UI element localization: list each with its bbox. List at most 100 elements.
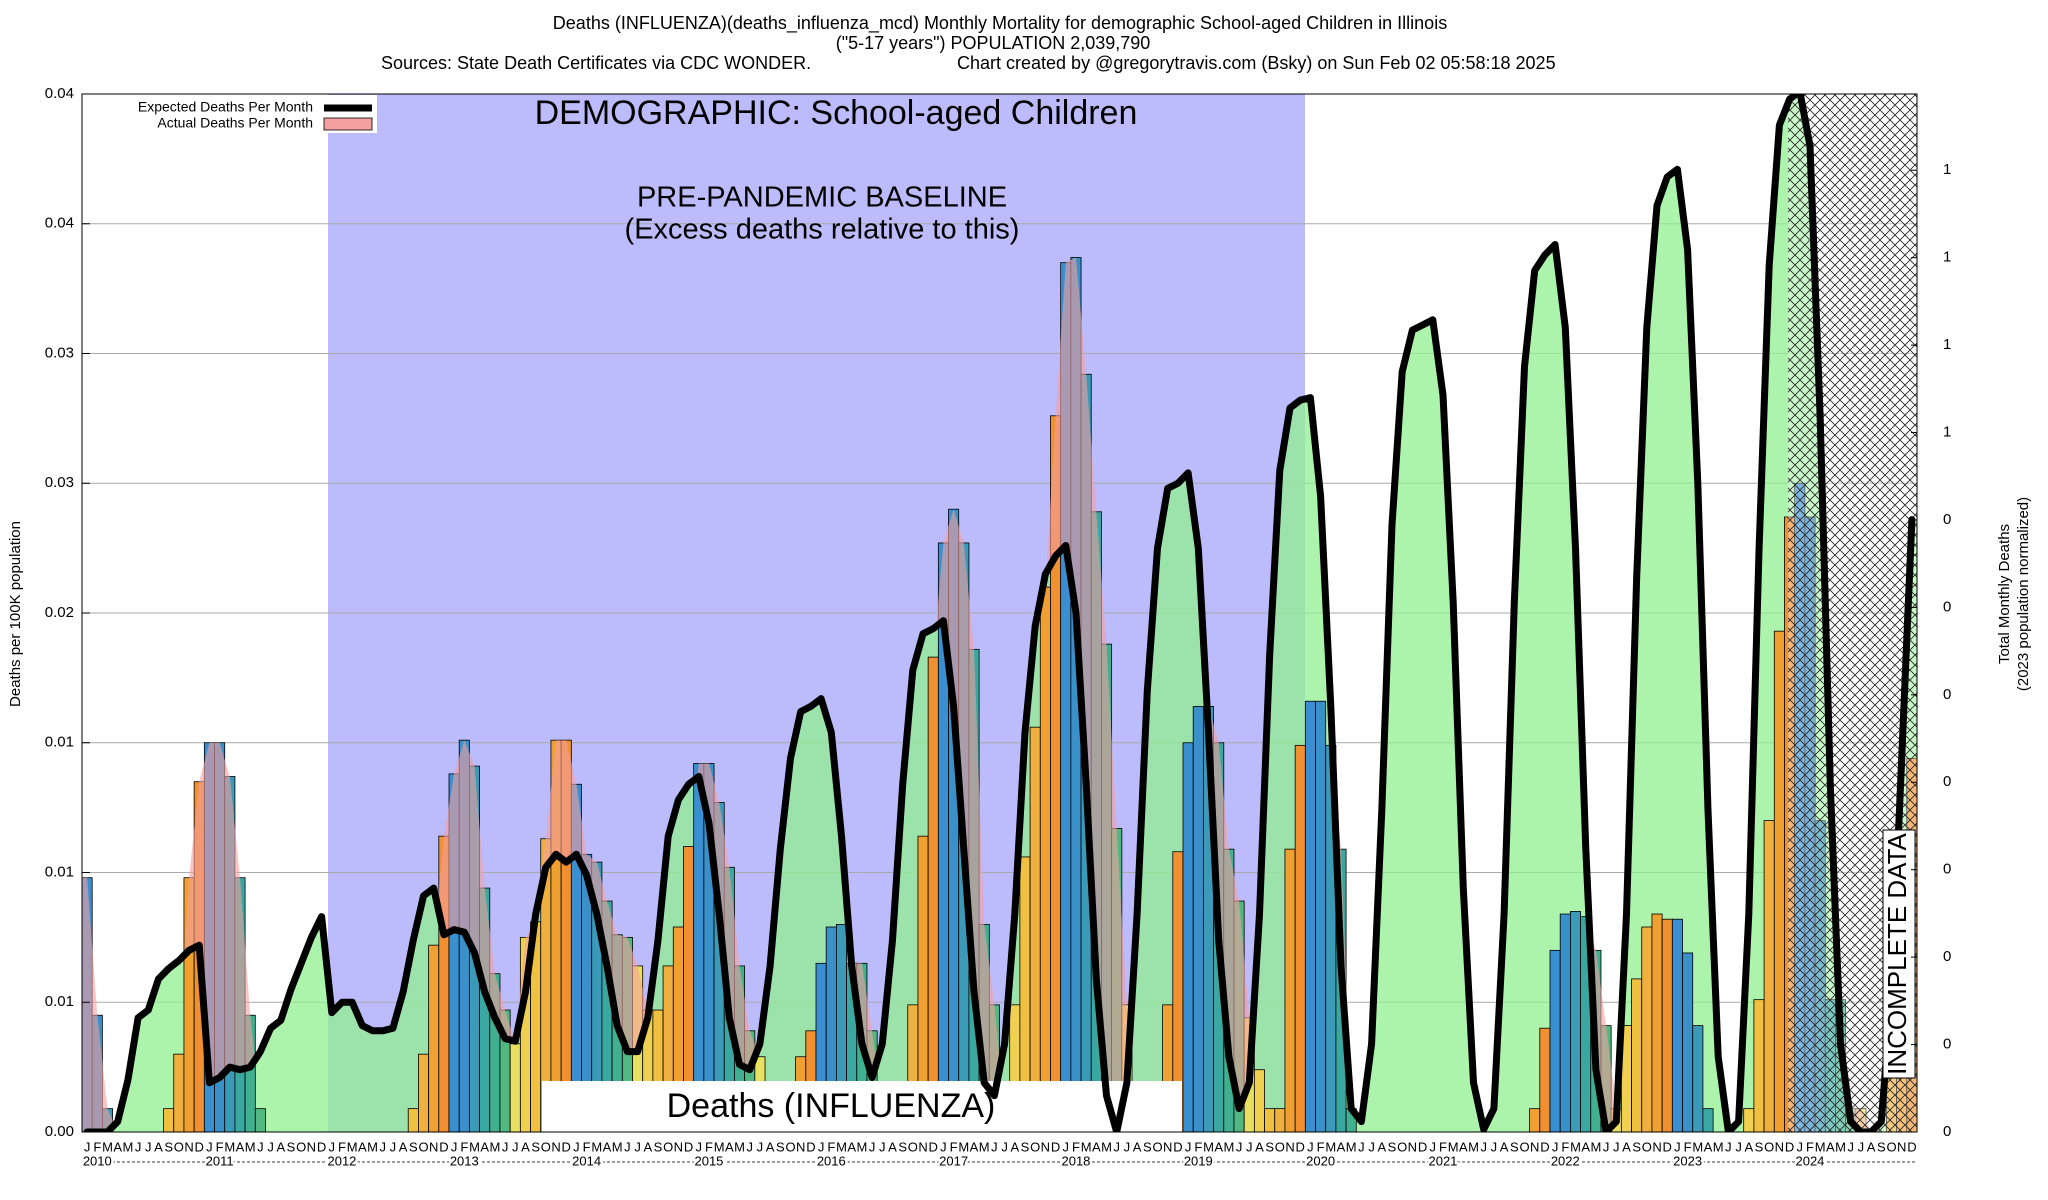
x-tick-label: D xyxy=(929,1139,938,1154)
bar xyxy=(1284,848,1296,1132)
axes-layer: DEMOGRAPHIC: School-aged Children PRE-PA… xyxy=(45,85,1952,1171)
x-tick-label: J xyxy=(145,1139,152,1154)
baseline-label: PRE-PANDEMIC BASELINE xyxy=(637,182,1007,214)
x-tick-label: O xyxy=(785,1139,795,1154)
x-tick-label: M xyxy=(1692,1139,1703,1154)
x-tick-label: M xyxy=(489,1139,500,1154)
x-tick-label: J xyxy=(1725,1139,1732,1154)
x-tick-label: F xyxy=(1194,1139,1202,1154)
bar xyxy=(1029,726,1041,1132)
x-tick-label: J xyxy=(379,1139,386,1154)
bar xyxy=(1529,1108,1541,1132)
x-tick-label: J xyxy=(869,1139,876,1154)
y2-tick-label: 0 xyxy=(1943,861,1951,878)
bar xyxy=(1182,742,1194,1132)
bar xyxy=(1253,1069,1265,1132)
x-tick-label: O xyxy=(1764,1139,1774,1154)
x-tick-label: N xyxy=(918,1139,927,1154)
x-tick-label: J xyxy=(1358,1139,1365,1154)
year-label: 2010 xyxy=(83,1153,112,1168)
y2-axis-label: (2023 population normalized) xyxy=(2015,497,2032,691)
x-tick-label: A xyxy=(1459,1139,1468,1154)
x-tick-label: A xyxy=(847,1139,856,1154)
x-tick-label: M xyxy=(122,1139,133,1154)
x-tick-label: O xyxy=(908,1139,918,1154)
year-label: 2012 xyxy=(327,1153,356,1168)
x-tick-label: A xyxy=(113,1139,122,1154)
x-tick-label: M xyxy=(958,1139,969,1154)
legend-swatch xyxy=(323,117,373,131)
x-tick-label: F xyxy=(1317,1139,1325,1154)
area-layer xyxy=(82,94,1917,1132)
x-tick-label: D xyxy=(1663,1139,1672,1154)
year-label: 2021 xyxy=(1428,1153,1457,1168)
y-tick-label: 0.00 xyxy=(45,1123,74,1140)
year-label: 2017 xyxy=(939,1153,968,1168)
bar xyxy=(1641,926,1653,1132)
bar xyxy=(1569,911,1581,1132)
x-tick-label: M xyxy=(224,1139,235,1154)
year-label: 2013 xyxy=(450,1153,479,1168)
x-tick-label: A xyxy=(1744,1139,1753,1154)
expected-line xyxy=(83,94,1916,1132)
cause-label: Deaths (INFLUENZA) xyxy=(667,1087,996,1125)
source-note: Sources: State Death Certificates via CD… xyxy=(381,53,811,73)
x-tick-label: A xyxy=(725,1139,734,1154)
bar xyxy=(1753,999,1765,1132)
x-tick-label: D xyxy=(562,1139,571,1154)
bar xyxy=(1294,744,1306,1132)
bar xyxy=(693,763,705,1132)
bar xyxy=(173,1053,185,1132)
x-tick-label: A xyxy=(358,1139,367,1154)
bar xyxy=(1651,913,1663,1132)
x-tick-label: F xyxy=(338,1139,346,1154)
x-tick-label: J xyxy=(940,1139,947,1154)
y-tick-label: 0.01 xyxy=(45,993,74,1010)
x-tick-label: A xyxy=(1867,1139,1876,1154)
x-tick-label: A xyxy=(603,1139,612,1154)
x-tick-label: O xyxy=(541,1139,551,1154)
x-tick-label: N xyxy=(184,1139,193,1154)
year-label: 2023 xyxy=(1673,1153,1702,1168)
legend-label: Actual Deaths Per Month xyxy=(157,115,313,131)
x-tick-label: J xyxy=(879,1139,886,1154)
y-tick-label: 0.01 xyxy=(45,734,74,751)
expected-area xyxy=(82,94,1917,1132)
bar xyxy=(407,1108,419,1132)
x-tick-label: F xyxy=(1561,1139,1569,1154)
x-tick-label: M xyxy=(856,1139,867,1154)
x-tick-label: J xyxy=(390,1139,397,1154)
bar xyxy=(1192,706,1204,1132)
y2-tick-label: 1 xyxy=(1943,249,1951,266)
bar xyxy=(1692,1025,1704,1132)
x-tick-label: M xyxy=(612,1139,623,1154)
bar xyxy=(1631,978,1643,1132)
x-tick-label: O xyxy=(1397,1139,1407,1154)
x-tick-label: A xyxy=(643,1139,652,1154)
x-tick-label: S xyxy=(1510,1139,1519,1154)
x-tick-label: J xyxy=(1491,1139,1498,1154)
year-label: 2011 xyxy=(206,1153,234,1168)
line-layer xyxy=(83,94,1916,1132)
bar xyxy=(1264,1108,1276,1132)
y-tick-label: 0.01 xyxy=(45,863,74,880)
x-tick-label: M xyxy=(836,1139,847,1154)
x-tick-label: O xyxy=(1642,1139,1652,1154)
bar xyxy=(927,656,939,1132)
bar xyxy=(1702,1108,1714,1132)
x-tick-label: J xyxy=(1185,1139,1192,1154)
bar xyxy=(1274,1108,1286,1132)
x-tick-label: S xyxy=(164,1139,173,1154)
x-tick-label: M xyxy=(367,1139,378,1154)
x-tick-label: M xyxy=(979,1139,990,1154)
chart-title: Deaths (INFLUENZA)(deaths_influenza_mcd)… xyxy=(553,13,1447,34)
cause-box xyxy=(542,1081,1182,1132)
x-tick-label: F xyxy=(216,1139,224,1154)
year-label: 2016 xyxy=(817,1153,846,1168)
x-tick-label: F xyxy=(1806,1139,1814,1154)
x-tick-label: A xyxy=(970,1139,979,1154)
x-tick-label: M xyxy=(1448,1139,1459,1154)
y2-tick-label: 0 xyxy=(1943,686,1951,703)
